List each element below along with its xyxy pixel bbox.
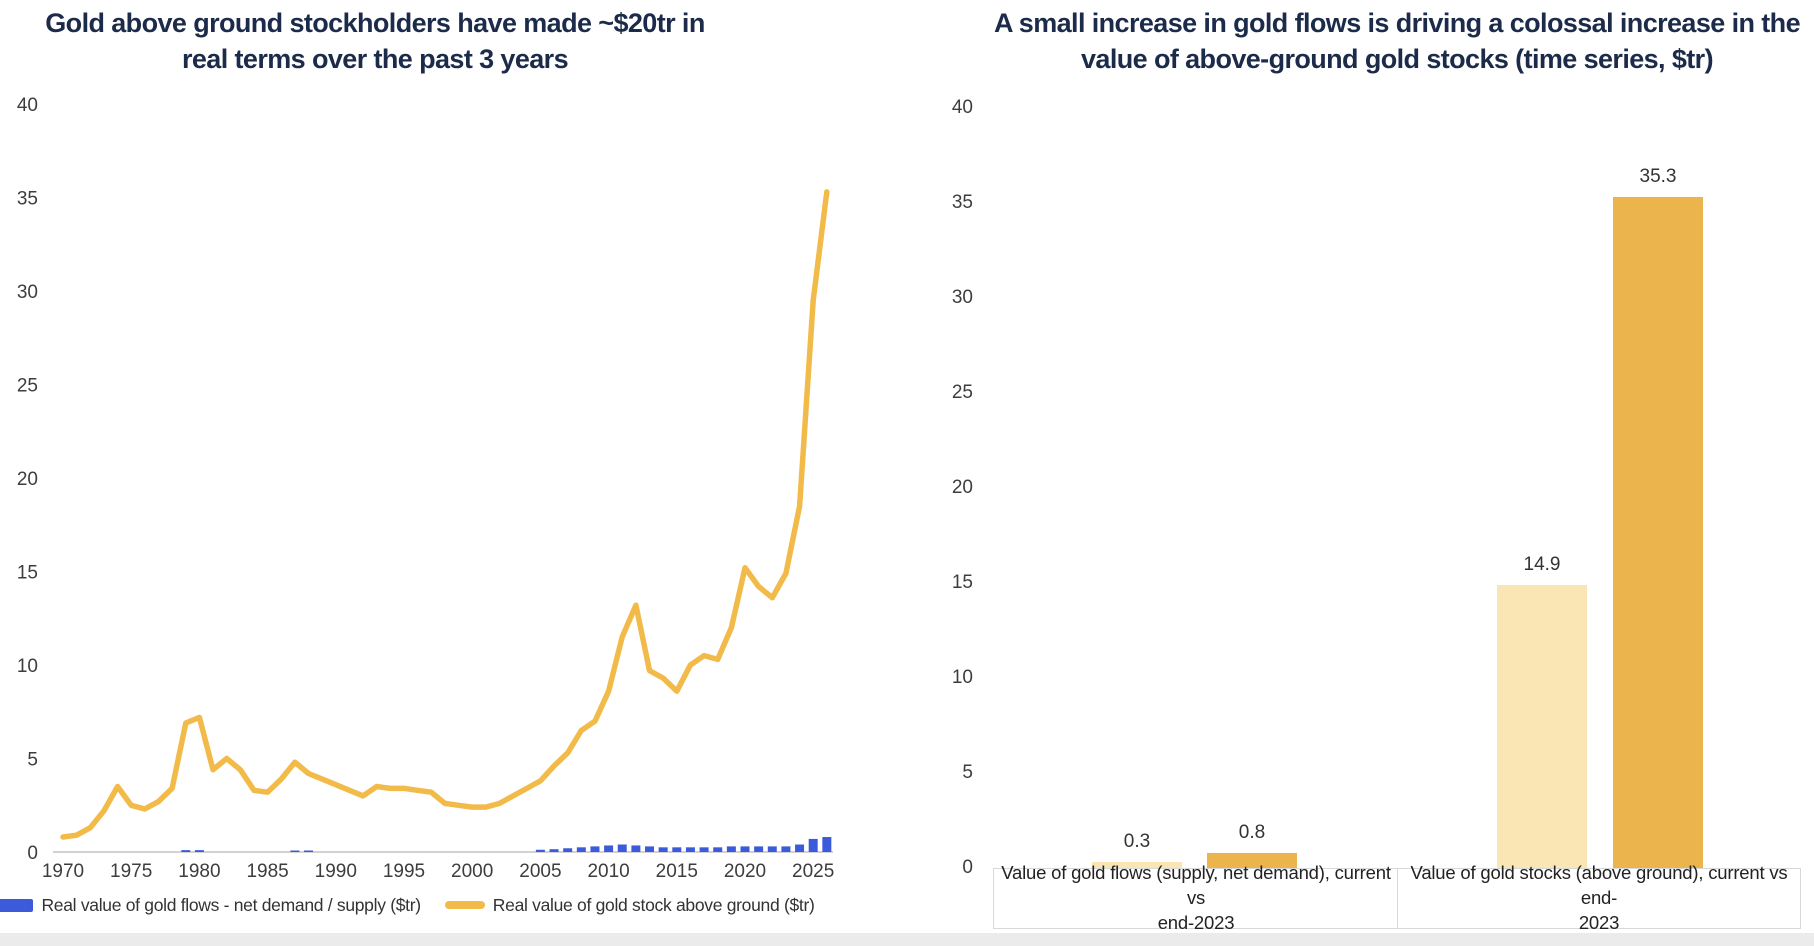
right-category-box-1-line1: Value of gold flows (supply, net demand)… (1001, 862, 1391, 909)
left-y-tick-20: 20 (17, 469, 38, 490)
right-bar-0.8 (1207, 853, 1297, 868)
gold-flows-bar-2011 (617, 844, 627, 852)
left-chart-title-line2: real terms over the past 3 years (181, 43, 569, 74)
left-chart-title-line1: Gold above ground stockholders have made… (45, 8, 705, 38)
right-bar-value-0.8: 0.8 (1238, 822, 1266, 843)
right-bar-value-0.3: 0.3 (1123, 831, 1151, 852)
gold-flows-bar-2018 (713, 847, 723, 852)
right-y-tick-40: 40 (951, 97, 973, 118)
right-category-box-2-line2: 2023 (1578, 911, 1620, 933)
right-bar-value-35.3: 35.3 (1639, 166, 1677, 187)
right-bar-0.3 (1092, 862, 1182, 868)
gold-flows-bar-2023 (781, 846, 791, 852)
left-x-tick-1970: 1970 (42, 861, 84, 882)
left-chart-title: Gold above ground stockholders have made… (25, 6, 725, 77)
gold-flows-bar-2010 (604, 845, 614, 852)
left-x-tick-1990: 1990 (315, 861, 357, 882)
right-y-tick-15: 15 (951, 572, 973, 593)
right-y-tick-10: 10 (951, 667, 973, 688)
right-category-box-1: Value of gold flows (supply, net demand)… (993, 862, 1399, 933)
gold-flows-bar-1987 (290, 850, 300, 852)
left-x-tick-2010: 2010 (587, 861, 629, 882)
left-x-tick-1995: 1995 (383, 861, 425, 882)
gold-flows-bar-1980 (194, 850, 204, 852)
right-bar-value-14.9: 14.9 (1523, 554, 1561, 575)
gold-flows-bar-2022 (767, 846, 777, 852)
legend-item-gold-stock: Real value of gold stock above ground ($… (431, 895, 815, 916)
left-x-tick-2005: 2005 (519, 861, 561, 882)
gold-flows-bar-2024 (795, 844, 805, 852)
left-y-tick-15: 15 (17, 563, 38, 584)
left-x-tick-2000: 2000 (451, 861, 493, 882)
left-y-tick-35: 35 (17, 189, 38, 210)
gold-flows-bar-2019 (726, 846, 736, 852)
gold-flows-bar-2026 (822, 837, 832, 852)
right-bar-35.3 (1613, 197, 1703, 868)
gold-flows-bar-2006 (549, 849, 559, 852)
legend-item-gold-flows: Real value of gold flows - net demand / … (0, 895, 421, 916)
gold-stock-legend-label: Real value of gold stock above ground ($… (492, 894, 815, 915)
gold-flows-swatch-icon (0, 898, 34, 912)
left-x-tick-2025: 2025 (792, 861, 834, 882)
gold-stock-line (60, 189, 830, 840)
left-y-tick-30: 30 (17, 282, 38, 303)
gold-flows-bar-2012 (631, 845, 641, 852)
gold-flows-bar-1979 (181, 850, 191, 852)
left-x-tick-1985: 1985 (246, 861, 288, 882)
right-chart-title-line2: value of above-ground gold stocks (time … (1081, 43, 1714, 74)
right-y-tick-5: 5 (962, 762, 973, 783)
left-x-tick-1980: 1980 (178, 861, 220, 882)
right-chart-title-line1: A small increase in gold flows is drivin… (994, 8, 1801, 38)
gold-flows-bar-2009 (590, 846, 600, 852)
gold-flows-bar-2007 (563, 848, 573, 852)
gold-flows-bar-2014 (658, 847, 668, 852)
gold-flows-bar-2025 (808, 838, 818, 852)
gold-flows-bar-2005 (535, 849, 545, 852)
left-x-tick-2015: 2015 (656, 861, 698, 882)
gold-flows-bar-2015 (672, 847, 682, 852)
gold-flows-bar-2021 (754, 846, 764, 852)
right-category-box-2: Value of gold stocks (above ground), cur… (1397, 862, 1801, 933)
left-y-tick-5: 5 (27, 750, 38, 771)
right-y-tick-0: 0 (962, 857, 973, 878)
right-category-box-1-line2: end-2023 (1157, 911, 1235, 933)
gold-flows-bar-1988 (304, 850, 314, 852)
left-y-tick-25: 25 (17, 376, 38, 397)
left-chart-legend: Real value of gold flows - net demand / … (0, 891, 815, 919)
gold-flows-bar-2020 (740, 846, 750, 852)
left-x-tick-1975: 1975 (110, 861, 152, 882)
gold-flows-bar-2017 (699, 847, 709, 852)
gold-stock-swatch-icon (444, 901, 485, 909)
left-x-tick-2020: 2020 (724, 861, 766, 882)
right-category-box-2-line1: Value of gold stocks (above ground), cur… (1410, 862, 1788, 909)
right-y-tick-20: 20 (951, 477, 973, 498)
right-y-tick-35: 35 (951, 192, 973, 213)
gold-flows-bar-2016 (685, 847, 695, 852)
left-y-tick-10: 10 (17, 656, 38, 677)
gold-flows-bar-2008 (576, 847, 586, 852)
left-y-tick-0: 0 (27, 843, 38, 864)
right-chart-title: A small increase in gold flows is drivin… (985, 6, 1809, 77)
right-y-tick-25: 25 (951, 382, 973, 403)
right-y-tick-30: 30 (951, 287, 973, 308)
gold-flows-bar-2013 (645, 846, 655, 852)
bottom-strip (0, 933, 1814, 946)
left-y-tick-40: 40 (17, 95, 38, 116)
right-bar-14.9 (1497, 585, 1587, 868)
gold-flows-legend-label: Real value of gold flows - net demand / … (41, 894, 421, 915)
